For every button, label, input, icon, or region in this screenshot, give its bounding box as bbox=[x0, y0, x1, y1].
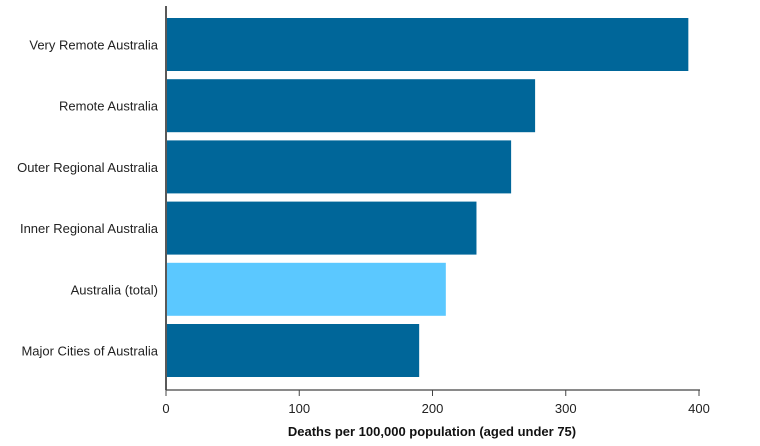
category-label: Inner Regional Australia bbox=[20, 221, 159, 236]
category-label: Outer Regional Australia bbox=[17, 160, 159, 175]
bar bbox=[167, 324, 420, 377]
x-tick-label: 400 bbox=[688, 401, 710, 416]
bar bbox=[167, 18, 689, 71]
x-tick-label: 300 bbox=[555, 401, 577, 416]
x-tick-label: 0 bbox=[162, 401, 169, 416]
x-tick-label: 200 bbox=[422, 401, 444, 416]
bar bbox=[167, 140, 512, 194]
category-label: Remote Australia bbox=[59, 99, 159, 114]
category-label: Very Remote Australia bbox=[29, 38, 158, 53]
bar bbox=[167, 79, 536, 133]
category-label: Australia (total) bbox=[71, 282, 158, 297]
category-label: Major Cities of Australia bbox=[21, 344, 158, 359]
x-axis-label: Deaths per 100,000 population (aged unde… bbox=[288, 424, 576, 439]
bar bbox=[167, 201, 477, 255]
bar bbox=[167, 262, 446, 316]
x-tick-label: 100 bbox=[288, 401, 310, 416]
